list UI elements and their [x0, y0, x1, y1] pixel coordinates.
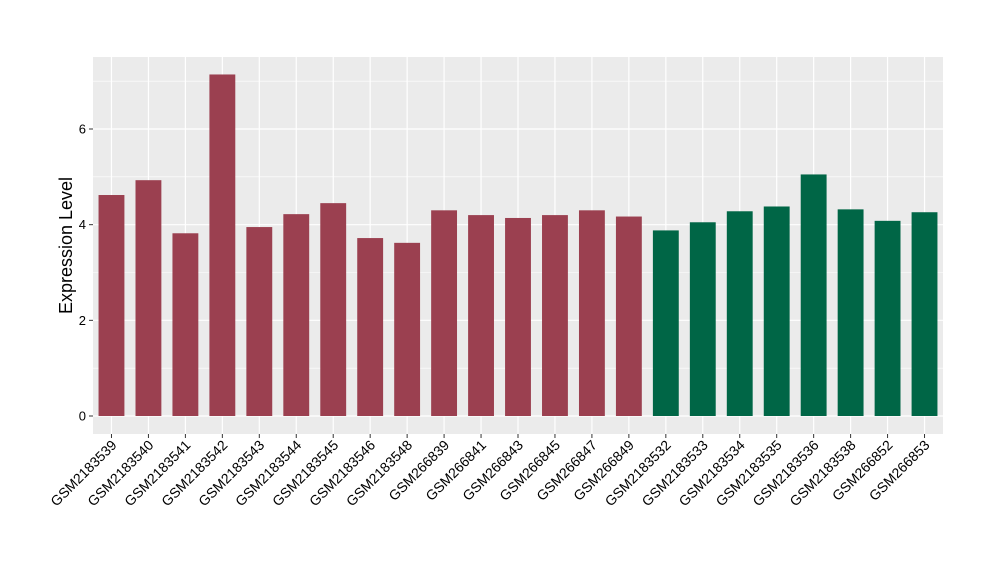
bar-gsm2183540 [135, 180, 162, 416]
bar-gsm266849 [615, 216, 642, 416]
bar-gsm2183545 [320, 203, 347, 416]
y-tick-label: 0 [79, 409, 86, 424]
bar-gsm2183536 [800, 174, 827, 416]
bar-gsm266841 [468, 215, 494, 416]
bar-gsm2183546 [357, 238, 384, 416]
bar-gsm266839 [431, 210, 458, 416]
y-tick-label: 4 [79, 217, 86, 232]
bar-gsm266852 [874, 220, 901, 416]
bar-gsm266843 [505, 217, 531, 416]
bar-gsm2183541 [172, 233, 199, 416]
bar-gsm2183534 [726, 211, 753, 416]
bar-gsm2183535 [763, 206, 790, 416]
bar-gsm266845 [542, 215, 568, 416]
bar-gsm2183543 [246, 227, 273, 416]
bars [98, 74, 938, 416]
bar-gsm266853 [911, 212, 938, 416]
bar-gsm266847 [578, 210, 605, 416]
y-tick-label: 6 [79, 122, 86, 137]
bar-gsm2183532 [652, 230, 679, 416]
bar-gsm2183539 [98, 195, 125, 416]
bar-gsm2183544 [283, 214, 310, 416]
y-tick-label: 2 [79, 313, 86, 328]
bar-gsm2183548 [394, 242, 421, 416]
y-axis-title: Expression Level [56, 177, 76, 314]
bar-gsm2183538 [837, 209, 864, 416]
x-axis: GSM2183539GSM2183540GSM2183541GSM2183542… [47, 434, 933, 509]
y-axis: 0 2 4 6 [79, 122, 93, 424]
bar-gsm2183533 [689, 222, 716, 416]
bar-gsm2183542 [209, 74, 236, 416]
